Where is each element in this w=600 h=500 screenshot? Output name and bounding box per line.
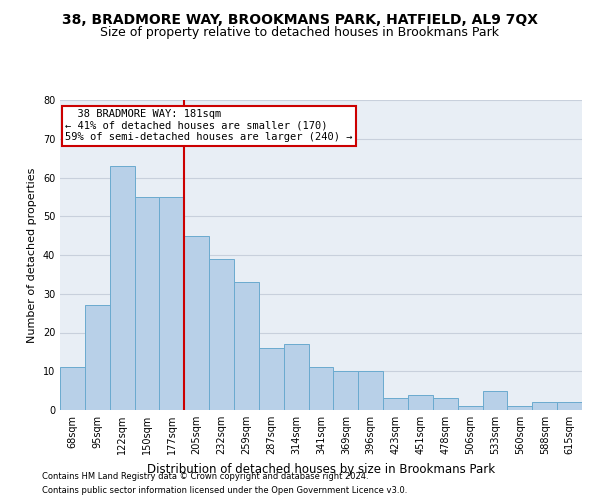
Bar <box>160 197 184 410</box>
Bar <box>110 166 134 410</box>
Bar <box>482 390 508 410</box>
Bar <box>508 406 532 410</box>
Bar <box>433 398 458 410</box>
Bar <box>234 282 259 410</box>
Bar <box>85 306 110 410</box>
Bar <box>308 368 334 410</box>
Bar <box>184 236 209 410</box>
Text: Size of property relative to detached houses in Brookmans Park: Size of property relative to detached ho… <box>101 26 499 39</box>
Bar <box>259 348 284 410</box>
Bar <box>60 368 85 410</box>
Bar <box>408 394 433 410</box>
Bar <box>458 406 482 410</box>
Text: Contains public sector information licensed under the Open Government Licence v3: Contains public sector information licen… <box>42 486 407 495</box>
Bar <box>209 259 234 410</box>
Text: 38 BRADMORE WAY: 181sqm  
← 41% of detached houses are smaller (170)
59% of semi: 38 BRADMORE WAY: 181sqm ← 41% of detache… <box>65 110 353 142</box>
Bar <box>358 371 383 410</box>
Y-axis label: Number of detached properties: Number of detached properties <box>27 168 37 342</box>
Bar <box>383 398 408 410</box>
Bar <box>334 371 358 410</box>
Text: Contains HM Land Registry data © Crown copyright and database right 2024.: Contains HM Land Registry data © Crown c… <box>42 472 368 481</box>
Bar <box>284 344 308 410</box>
Bar <box>532 402 557 410</box>
X-axis label: Distribution of detached houses by size in Brookmans Park: Distribution of detached houses by size … <box>147 462 495 475</box>
Bar <box>134 197 160 410</box>
Text: 38, BRADMORE WAY, BROOKMANS PARK, HATFIELD, AL9 7QX: 38, BRADMORE WAY, BROOKMANS PARK, HATFIE… <box>62 12 538 26</box>
Bar <box>557 402 582 410</box>
